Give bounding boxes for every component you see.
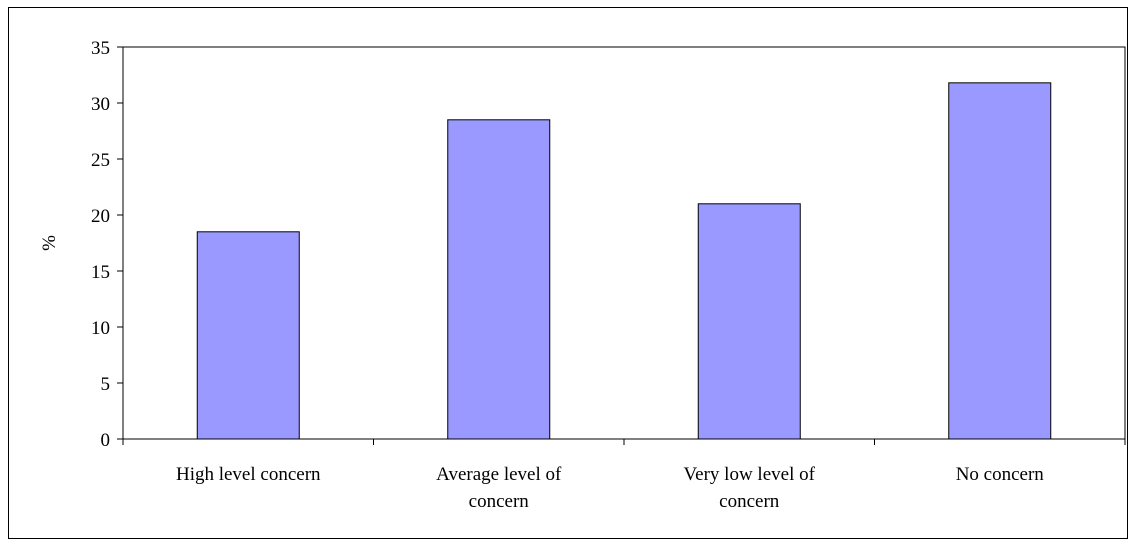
y-tick-label: 35 [91,38,110,59]
y-tick-label: 25 [91,150,110,171]
y-tick-label: 15 [91,262,110,283]
bar [948,82,1052,440]
y-axis-title: % [39,235,60,251]
y-tick-label: 0 [101,430,111,451]
x-category-label: Very low level of [684,464,816,485]
x-category-label: High level concern [176,464,321,485]
y-axis: 0 5 10 15 20 25 30 35 [91,38,124,451]
x-category-label: Average level of [436,464,562,485]
x-category-label: No concern [956,464,1045,485]
y-tick-label: 10 [91,318,110,339]
x-category-label: concern [469,491,530,512]
x-category-label: concern [719,491,780,512]
bar [447,119,551,440]
y-tick-label: 30 [91,94,110,115]
y-tick-label: 20 [91,206,110,227]
x-axis: High level concern Average level of concer… [122,438,1126,512]
bar [196,231,300,440]
y-tick-label: 5 [101,374,111,395]
bars [196,82,1052,440]
bar [697,203,801,440]
